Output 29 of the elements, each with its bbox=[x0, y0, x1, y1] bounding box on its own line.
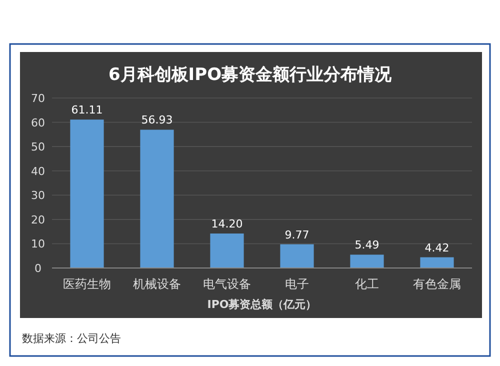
x-tick-label: 电气设备 bbox=[203, 277, 251, 291]
x-tick-label: 电子 bbox=[285, 277, 309, 291]
data-label: 56.93 bbox=[141, 114, 173, 127]
bar bbox=[420, 257, 454, 268]
data-label: 9.77 bbox=[284, 228, 310, 242]
x-axis-title: IPO募资总额（亿元） bbox=[207, 298, 317, 311]
bar bbox=[280, 244, 314, 268]
x-tick-label: 有色金属 bbox=[413, 277, 461, 291]
data-label: 61.11 bbox=[71, 104, 103, 117]
y-tick-label: 70 bbox=[31, 92, 45, 105]
y-tick-label: 50 bbox=[31, 140, 45, 154]
bar bbox=[70, 120, 104, 268]
chart-title: 6月科创板IPO募资金额行业分布情况 bbox=[108, 65, 393, 85]
source-note: 数据来源：公司公告 bbox=[22, 332, 121, 345]
x-tick-label: 医药生物 bbox=[63, 277, 111, 291]
x-tick-label: 机械设备 bbox=[133, 277, 181, 291]
y-tick-label: 20 bbox=[31, 213, 45, 226]
y-tick-label: 30 bbox=[31, 189, 45, 202]
y-tick-label: 10 bbox=[31, 238, 45, 251]
y-tick-label: 60 bbox=[31, 116, 45, 130]
bar bbox=[210, 234, 244, 268]
data-label: 14.20 bbox=[211, 218, 243, 231]
y-tick-label: 40 bbox=[31, 164, 45, 178]
data-label: 4.42 bbox=[424, 241, 450, 254]
bar bbox=[350, 254, 384, 268]
bar bbox=[140, 130, 174, 268]
y-tick-label: 0 bbox=[34, 262, 42, 275]
x-tick-label: 化工 bbox=[355, 277, 379, 291]
data-label: 5.49 bbox=[354, 238, 380, 252]
